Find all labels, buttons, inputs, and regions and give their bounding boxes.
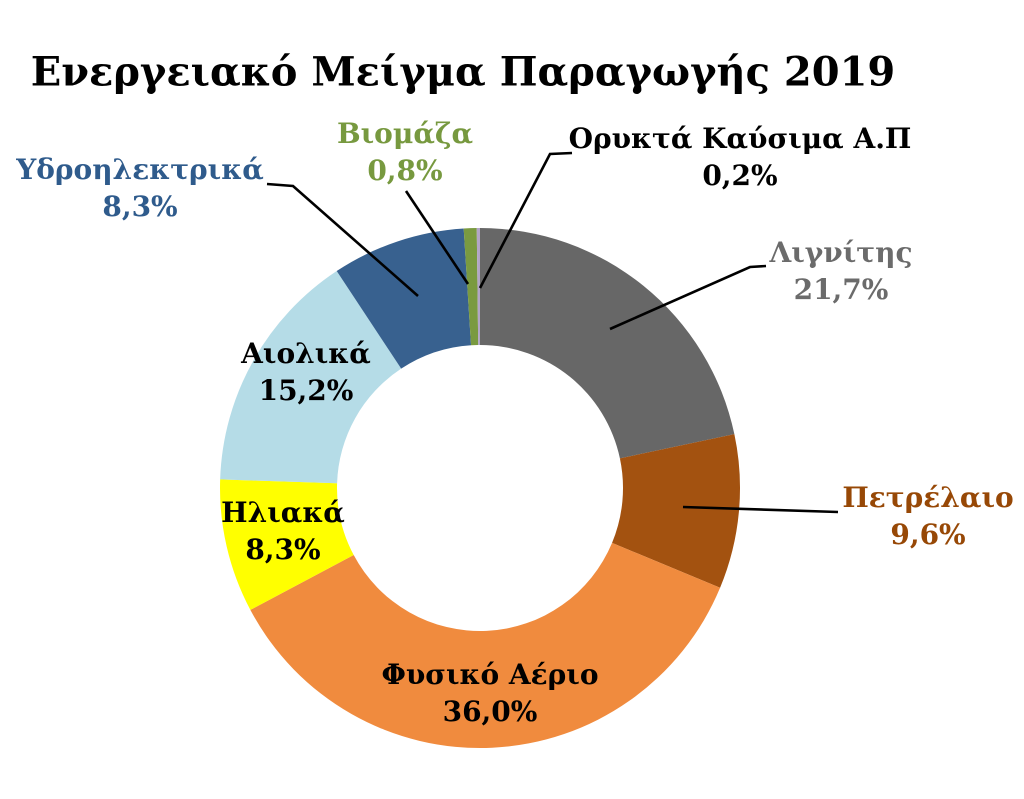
leader-line	[682, 505, 839, 514]
slice-label: Ορυκτά Καύσιμα Α.Π 0,2%	[569, 120, 912, 194]
leader-line	[609, 264, 767, 331]
donut-slice	[336, 228, 472, 369]
slice-label-name: Υδροηλεκτρικά	[16, 153, 264, 186]
donut-slice	[219, 479, 354, 610]
slice-label-name: Ορυκτά Καύσιμα Α.Π	[568, 122, 912, 155]
chart-title: Ενεργειακό Μείγμα Παραγωγής 2019	[30, 48, 896, 96]
slice-label: Υδροηλεκτρικά 8,3%	[16, 151, 264, 225]
donut-slice	[476, 228, 480, 346]
slice-label-value: 21,7%	[793, 273, 889, 306]
slice-label-value: 8,3%	[245, 533, 321, 566]
slice-label-value: 8,3%	[102, 190, 178, 223]
leader-line	[266, 182, 419, 297]
slice-label-value: 15,2%	[258, 374, 354, 407]
slice-label: Λιγνίτης 21,7%	[770, 234, 913, 308]
slice-label-name: Ηλιακά	[221, 496, 345, 529]
slice-label-name: Πετρέλαιο	[842, 481, 1014, 514]
slice-label: Φυσικό Αέριο 36,0%	[381, 656, 598, 730]
slice-label-value: 9,6%	[890, 518, 966, 551]
slice-label: Πετρέλαιο 9,6%	[842, 479, 1013, 553]
donut-slice	[250, 542, 721, 749]
slice-label-name: Φυσικό Αέριο	[381, 658, 599, 691]
slice-label-value: 0,8%	[367, 154, 443, 187]
slice-label: Ηλιακά 8,3%	[221, 494, 345, 568]
slice-label-name: Βιομάζα	[336, 117, 474, 150]
slice-label-name: Λιγνίτης	[769, 236, 913, 269]
leader-line	[404, 190, 470, 285]
donut-slice	[480, 228, 735, 459]
donut-slice	[463, 228, 479, 346]
slice-label-value: 36,0%	[442, 695, 538, 728]
leader-line	[478, 151, 573, 289]
slice-label-name: Αιολικά	[241, 337, 371, 370]
slice-label-value: 0,2%	[702, 159, 778, 192]
slice-label: Αιολικά 15,2%	[241, 335, 371, 409]
slice-label: Βιομάζα 0,8%	[337, 115, 473, 189]
donut-slice	[220, 271, 402, 484]
donut-slice	[612, 434, 741, 588]
